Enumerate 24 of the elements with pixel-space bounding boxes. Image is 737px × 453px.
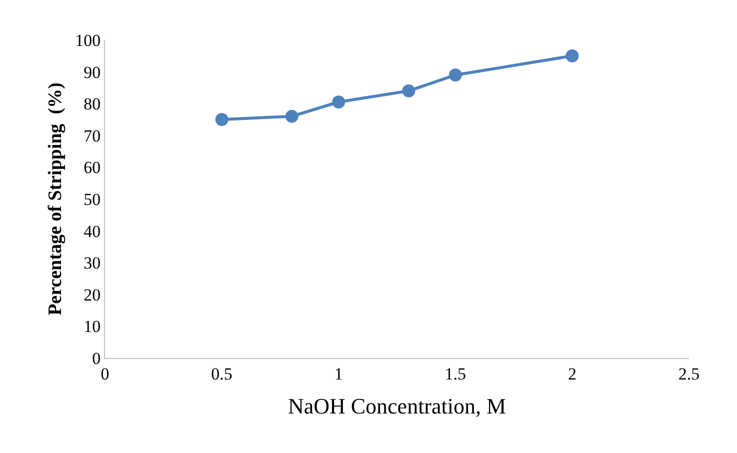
x-tick-label: 1.5 <box>444 364 466 384</box>
point <box>448 68 462 82</box>
y-tick-label: 80 <box>84 94 101 114</box>
x-axis-title: NaOH Concentration, M <box>288 393 506 418</box>
y-tick-label: 40 <box>84 222 101 241</box>
x-tick-label: 2 <box>568 364 576 384</box>
y-tick-label: 100 <box>75 30 101 50</box>
y-tick-label: 10 <box>84 317 101 336</box>
y-tick-label: 30 <box>84 254 101 273</box>
y-tick-label: 20 <box>84 285 101 304</box>
point <box>332 96 346 109</box>
x-tick-label: 1 <box>334 364 343 384</box>
x-tick-label: 2.5 <box>678 364 700 384</box>
point <box>566 49 579 62</box>
y-tick-label: 70 <box>84 126 101 146</box>
x-tick-label: 0.5 <box>211 364 232 384</box>
y-tick-label: 0 <box>92 348 101 368</box>
y-tick-label: 60 <box>84 158 101 178</box>
point <box>215 113 228 126</box>
y-tick-label: 50 <box>84 190 101 209</box>
y-tick-label: 90 <box>84 62 101 82</box>
y-axis-title: Percentage of Stripping (%) <box>44 82 66 316</box>
point <box>285 110 298 123</box>
point <box>402 84 416 98</box>
